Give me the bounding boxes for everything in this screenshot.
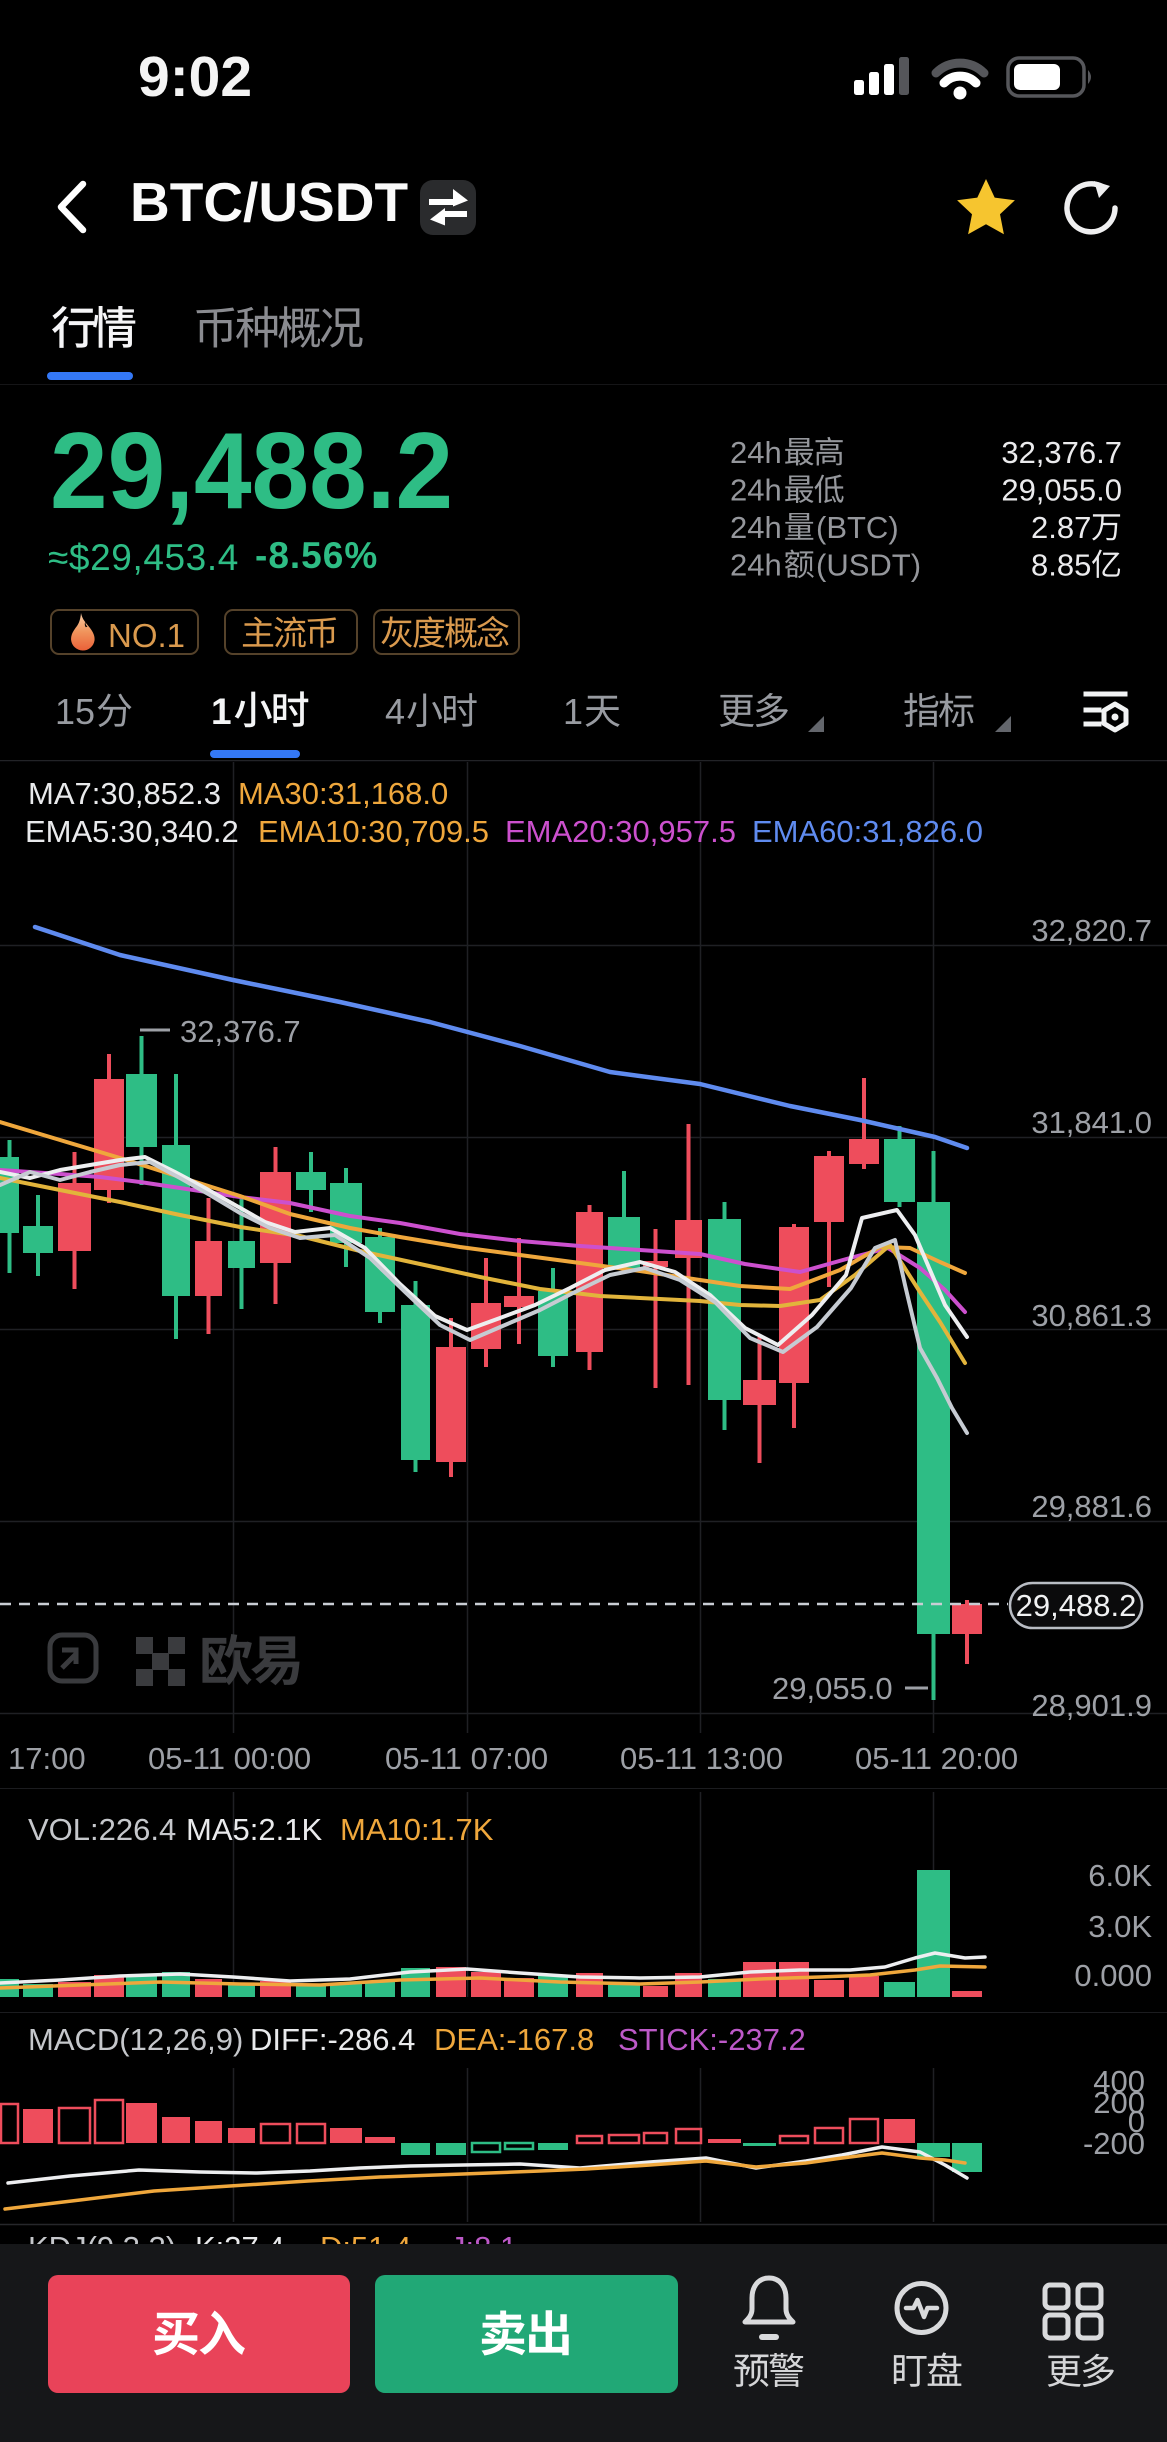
svg-text:1: 1 xyxy=(211,691,232,732)
svg-text:1: 1 xyxy=(563,691,583,732)
svg-text:05-11 07:00: 05-11 07:00 xyxy=(385,1741,548,1776)
svg-text:0: 0 xyxy=(1128,2104,1145,2139)
svg-text:29,055.0: 29,055.0 xyxy=(772,1671,893,1706)
svg-text:05-11 00:00: 05-11 00:00 xyxy=(148,1741,311,1776)
svg-text:32,376.7: 32,376.7 xyxy=(180,1014,301,1049)
svg-text:6.0K: 6.0K xyxy=(1088,1858,1152,1893)
svg-text:32,376.7: 32,376.7 xyxy=(1001,435,1122,470)
svg-text:MA7:30,852.3: MA7:30,852.3 xyxy=(28,776,221,811)
svg-text:05-11 13:00: 05-11 13:00 xyxy=(620,1741,783,1776)
svg-text:DEA:-167.8: DEA:-167.8 xyxy=(434,2022,594,2057)
svg-text:K:37.4: K:37.4 xyxy=(195,2230,285,2244)
svg-text:400: 400 xyxy=(1093,2064,1145,2099)
svg-text:MA5:2.1K: MA5:2.1K xyxy=(186,1812,322,1847)
svg-text:29,488.2: 29,488.2 xyxy=(1016,1588,1137,1623)
svg-text:29,055.0: 29,055.0 xyxy=(1001,473,1122,508)
svg-text:24h: 24h xyxy=(730,435,782,470)
svg-text:STICK:-237.2: STICK:-237.2 xyxy=(618,2022,806,2057)
svg-text:EMA5:30,340.2: EMA5:30,340.2 xyxy=(25,814,239,849)
svg-text:-200: -200 xyxy=(1083,2126,1145,2161)
svg-text:29,881.6: 29,881.6 xyxy=(1031,1489,1152,1524)
svg-text:15: 15 xyxy=(55,691,95,732)
svg-text:31,841.0: 31,841.0 xyxy=(1031,1105,1152,1140)
svg-text:VOL:226.4: VOL:226.4 xyxy=(28,1812,176,1847)
svg-text:3.0K: 3.0K xyxy=(1088,1909,1152,1944)
svg-text:8.85: 8.85 xyxy=(1031,548,1091,583)
svg-text:28,901.9: 28,901.9 xyxy=(1031,1688,1152,1723)
svg-text:32,820.7: 32,820.7 xyxy=(1031,913,1152,948)
svg-text:(USDT): (USDT) xyxy=(816,548,921,583)
svg-text:24h: 24h xyxy=(730,548,782,583)
svg-text:MA30:31,168.0: MA30:31,168.0 xyxy=(238,776,448,811)
svg-text:KDJ(9,3,3): KDJ(9,3,3) xyxy=(28,2230,176,2244)
svg-text:0.000: 0.000 xyxy=(1074,1958,1152,1993)
svg-text:17:00: 17:00 xyxy=(8,1741,86,1776)
svg-text:EMA10:30,709.5: EMA10:30,709.5 xyxy=(258,814,489,849)
svg-text:EMA60:31,826.0: EMA60:31,826.0 xyxy=(752,814,983,849)
svg-text:MACD(12,26,9): MACD(12,26,9) xyxy=(28,2022,243,2057)
svg-text:EMA20:30,957.5: EMA20:30,957.5 xyxy=(505,814,736,849)
svg-text:MA10:1.7K: MA10:1.7K xyxy=(340,1812,494,1847)
svg-text:DIFF:-286.4: DIFF:-286.4 xyxy=(250,2022,415,2057)
svg-text:200: 200 xyxy=(1093,2085,1145,2120)
svg-text:D:51.4: D:51.4 xyxy=(320,2230,411,2244)
svg-text:J:8.1: J:8.1 xyxy=(450,2230,517,2244)
svg-text:30,861.3: 30,861.3 xyxy=(1031,1298,1152,1333)
svg-text:24h: 24h xyxy=(730,473,782,508)
svg-text:(BTC): (BTC) xyxy=(816,510,899,545)
svg-text:4: 4 xyxy=(385,691,405,732)
svg-text:05-11 20:00: 05-11 20:00 xyxy=(855,1741,1018,1776)
svg-text:24h: 24h xyxy=(730,510,782,545)
svg-text:2.87: 2.87 xyxy=(1031,510,1091,545)
